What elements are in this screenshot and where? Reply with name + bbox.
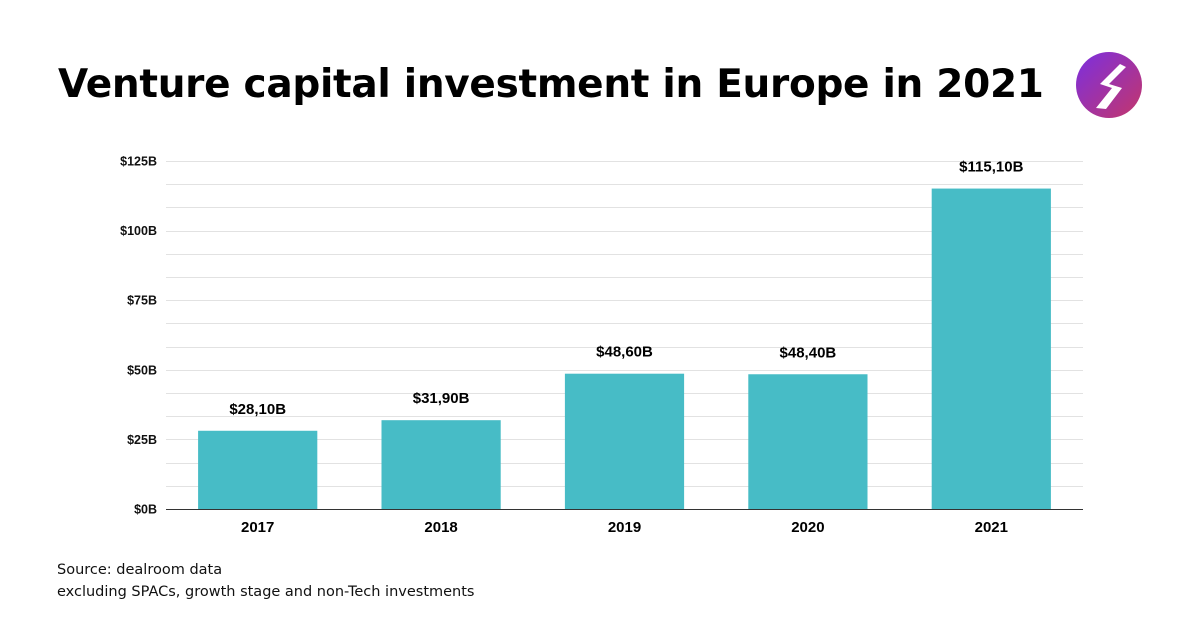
- x-axis-categories: 2017 2018 2019 2020 2021: [241, 519, 1008, 536]
- x-tick-label-2018: 2018: [424, 519, 457, 536]
- x-tick-label-2019: 2019: [608, 519, 641, 536]
- y-tick-label: $100B: [120, 224, 157, 238]
- bar-2021: [931, 188, 1051, 510]
- data-label-2021: $115,10B: [959, 159, 1023, 176]
- data-label-2019: $48,60B: [596, 344, 653, 361]
- data-label-2020: $48,40B: [780, 344, 837, 361]
- chart-title: Venture capital investment in Europe in …: [58, 62, 1044, 107]
- y-axis-ticks: $0B $25B $50B $75B $100B $125B: [120, 155, 157, 517]
- x-tick-label-2020: 2020: [791, 519, 824, 536]
- data-label-2018: $31,90B: [413, 390, 470, 407]
- y-tick-label: $0B: [134, 503, 157, 517]
- bars: [198, 188, 1051, 510]
- bar-2018: [381, 420, 501, 509]
- source-footnote: excluding SPACs, growth stage and non-Te…: [57, 584, 475, 600]
- bar-2020: [748, 374, 868, 509]
- bar-2019: [564, 373, 685, 509]
- data-labels: $28,10B $31,90B $48,60B $48,40B $115,10B: [229, 159, 1023, 418]
- x-tick-label-2017: 2017: [241, 519, 274, 536]
- y-tick-label: $125B: [120, 155, 157, 169]
- source-note: Source: dealroom data excluding SPACs, g…: [57, 559, 474, 603]
- bar-2017: [198, 430, 318, 509]
- y-tick-label: $75B: [127, 294, 157, 308]
- data-label-2017: $28,10B: [229, 401, 286, 418]
- brand-logo-icon: [1076, 52, 1142, 118]
- y-tick-label: $25B: [127, 433, 157, 447]
- grid-lines: [166, 161, 1083, 487]
- x-tick-label-2021: 2021: [975, 519, 1008, 536]
- source-text: Source: dealroom data: [57, 562, 223, 578]
- y-tick-label: $50B: [127, 363, 157, 377]
